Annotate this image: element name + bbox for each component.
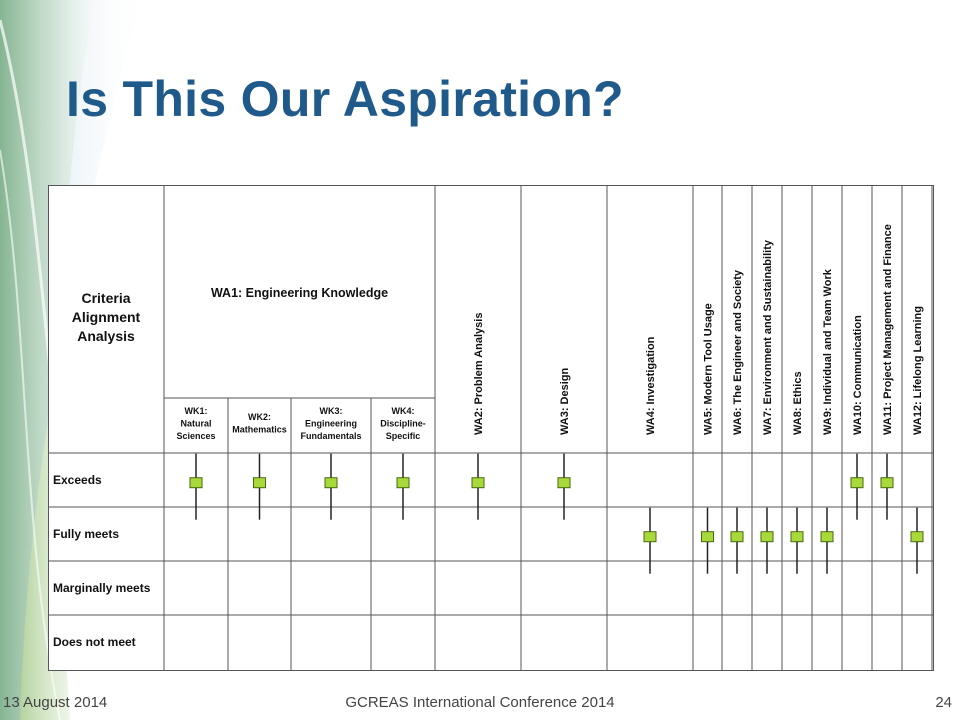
rotated-column-header: WA9: Individual and Team Work [822, 268, 834, 435]
rating-marker [820, 531, 834, 543]
row-label: Exceeds [53, 473, 102, 487]
rating-marker [557, 477, 571, 489]
sub-column-header: WK4: [392, 406, 415, 416]
sub-column-header: WK3: [320, 406, 343, 416]
footer-date: 13 August 2014 [3, 694, 108, 711]
rotated-column-header: WA5: Modern Tool Usage [703, 303, 715, 435]
rating-marker [253, 477, 266, 489]
row-label: Does not meet [53, 635, 136, 649]
sub-column-header: Mathematics [232, 425, 287, 435]
rating-marker [790, 531, 804, 543]
row-label: Fully meets [53, 527, 119, 541]
row-label: Marginally meets [53, 581, 151, 595]
sub-column-header: Discipline- [380, 419, 426, 429]
sub-column-header: WK2: [248, 412, 271, 422]
sub-column-header: Fundamentals [300, 431, 361, 441]
rating-marker [850, 477, 864, 489]
corner-label: Criteria [81, 290, 130, 306]
sub-column-header: Sciences [176, 431, 215, 441]
rating-marker [730, 531, 744, 543]
sub-column-header: Natural [180, 419, 211, 429]
rotated-column-header: WA8: Ethics [792, 371, 804, 435]
rotated-column-header: WA10: Communication [852, 315, 864, 435]
group-header: WA1: Engineering Knowledge [211, 286, 388, 300]
rotated-column-header: WA12: Lifelong Learning [912, 306, 924, 435]
criteria-alignment-table: Criteria Alignment Analysis WA1: Engineerin… [48, 185, 934, 671]
rotated-column-header: WA3: Design [559, 367, 571, 435]
rotated-column-header: WA7: Environment and Sustainability [762, 239, 774, 435]
swoosh-decoration [0, 149, 61, 720]
corner-label: Analysis [77, 328, 135, 344]
sub-column-header: Engineering [305, 419, 357, 429]
footer-page-number: 24 [935, 694, 952, 711]
rotated-column-header: WA11: Project Management and Finance [882, 224, 894, 435]
rotated-column-header: WA6: The Engineer and Society [732, 269, 744, 435]
rating-marker [880, 477, 894, 489]
table-border [48, 185, 934, 671]
rating-marker [760, 531, 774, 543]
slide-title: Is This Our Aspiration? [66, 71, 624, 127]
rating-marker [701, 531, 714, 543]
corner-label: Alignment [72, 309, 141, 325]
rotated-column-header: WA4: Investigation [645, 336, 657, 435]
rating-marker [396, 477, 410, 489]
rating-marker [324, 477, 338, 489]
swoosh-decoration [0, 0, 140, 720]
rating-marker [643, 531, 657, 543]
rating-marker [189, 477, 203, 489]
sub-column-header: Specific [386, 431, 421, 441]
rotated-column-header: WA2: Problem Analysis [473, 313, 485, 435]
rating-marker [910, 531, 924, 543]
sub-column-header: WK1: [185, 406, 208, 416]
rating-marker [471, 477, 485, 489]
